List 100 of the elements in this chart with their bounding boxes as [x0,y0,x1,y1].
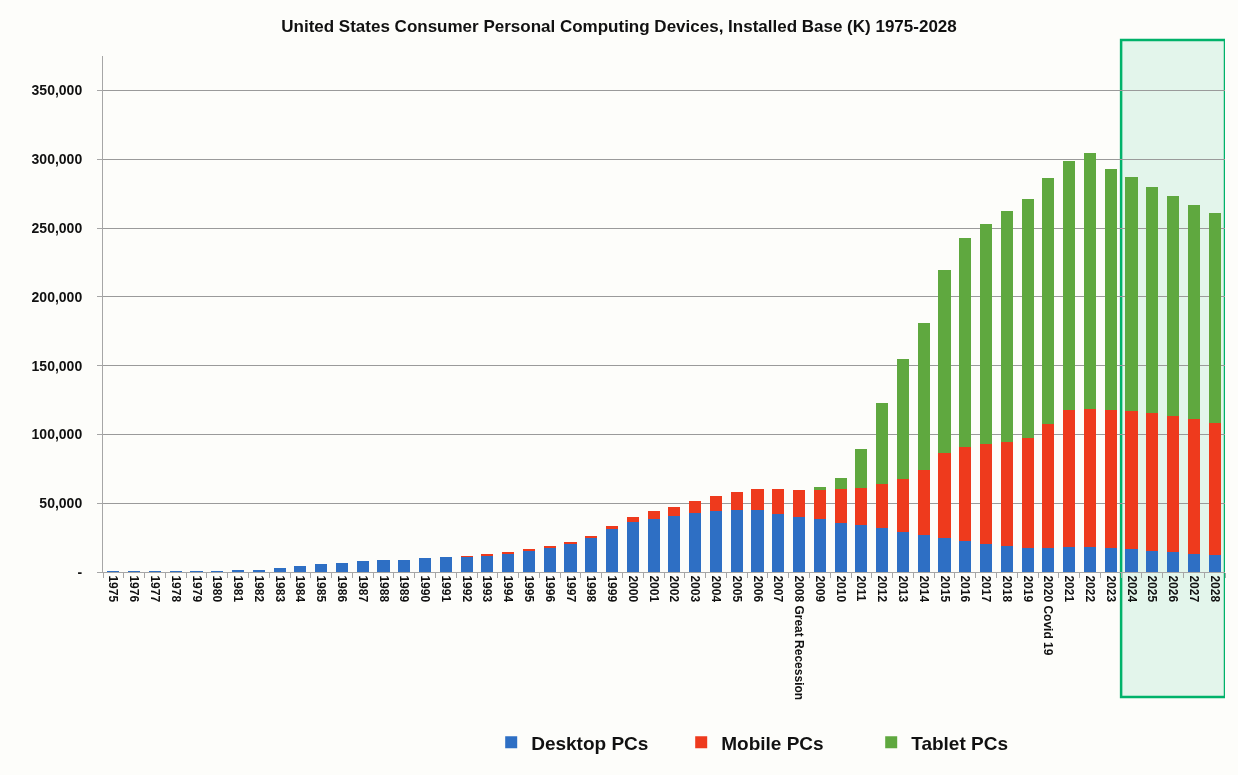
bar [709,496,722,512]
bar [1083,408,1096,547]
bar [1042,547,1055,572]
bar [959,446,972,541]
bar [1063,546,1076,572]
bar [689,513,702,572]
bar [855,487,868,526]
x-tick-label: 2024 [1124,575,1139,603]
bar [917,534,930,572]
bar [543,547,556,572]
x-tick-label: 2019 [1020,575,1035,603]
y-tick-label: 250,000 [31,219,83,236]
x-tick-label: 1977 [148,575,163,603]
bar [896,358,909,479]
bar [1146,186,1159,414]
bar [980,223,993,444]
x-tick-label: 1980 [210,575,225,603]
x-tick-label: 1984 [293,575,308,603]
bar [980,543,993,572]
bar [896,532,909,572]
bar [668,515,681,572]
y-tick-label: 200,000 [31,288,83,305]
bar [1208,555,1221,572]
bar [419,557,432,572]
x-tick-label: 1987 [355,575,370,603]
bar [647,518,660,572]
x-tick-label: 2025 [1145,575,1160,603]
bar [668,506,681,516]
bar [813,487,826,490]
x-tick-label: 2002 [667,575,682,603]
x-tick-label: 1976 [127,575,142,603]
x-tick-label: 2010 [833,575,848,603]
bar [1167,551,1180,572]
bar [1104,168,1117,411]
bar [772,513,785,572]
bar [834,522,847,572]
bar [917,470,930,535]
x-tick-label: 1983 [272,575,287,603]
bar [460,557,473,572]
bar [730,510,743,572]
x-tick-label: 1979 [189,575,204,603]
x-tick-label: 1996 [542,575,557,603]
bar [1146,550,1159,572]
y-tick-label: 50,000 [39,495,83,512]
x-tick-label: 2005 [729,575,744,603]
bar [1187,205,1200,419]
bar [938,452,951,538]
bar [522,550,535,572]
x-tick-label: 1975 [106,575,121,603]
bar [980,443,993,544]
bar [896,478,909,533]
bar [356,561,369,572]
bar [730,491,743,511]
x-tick-label: 1994 [501,575,516,603]
bar [709,511,722,572]
bar [917,323,930,471]
bar [834,478,847,490]
x-tick-label: 1981 [231,575,246,603]
bar [335,563,348,572]
bar [606,526,619,529]
bar [1021,198,1034,438]
y-tick-label: - [77,563,83,580]
y-tick-label: 100,000 [31,426,83,443]
x-tick-label: 2027 [1186,575,1201,603]
bar [1000,211,1013,442]
x-tick-label: 2007 [771,575,786,603]
bar [273,568,286,572]
bar [959,540,972,572]
bar [564,543,577,572]
bar [315,564,328,572]
bar [1146,413,1159,551]
x-tick-label: 2022 [1083,575,1098,603]
bar [1208,213,1221,423]
x-tick-label: 1989 [397,575,412,603]
bar [938,269,951,453]
bar [647,510,660,519]
x-tick-label: 2011 [854,575,869,602]
bar [689,501,702,514]
bar [626,521,639,572]
x-tick-label: 1993 [480,575,495,603]
x-tick-label: 2004 [709,575,724,603]
x-tick-label: 1998 [584,575,599,603]
y-tick-label: 150,000 [31,357,83,374]
bar [855,449,868,488]
bar [855,525,868,572]
x-tick-label: 1992 [459,575,474,603]
x-tick-label: 2014 [916,575,931,603]
bar [606,528,619,572]
x-tick-label: 1990 [418,575,433,603]
x-tick-label: 1986 [335,575,350,603]
bar [1042,178,1055,424]
x-tick-label: 2026 [1166,575,1181,603]
x-tick-label: 2013 [896,575,911,603]
x-tick-label: 1978 [168,575,183,603]
bar [1021,437,1034,548]
legend-label: Desktop PCs [531,732,649,754]
bar [876,528,889,572]
x-tick-label: 1997 [563,575,578,603]
x-tick-label: 1988 [376,575,391,603]
x-tick-label: 1991 [438,575,453,603]
